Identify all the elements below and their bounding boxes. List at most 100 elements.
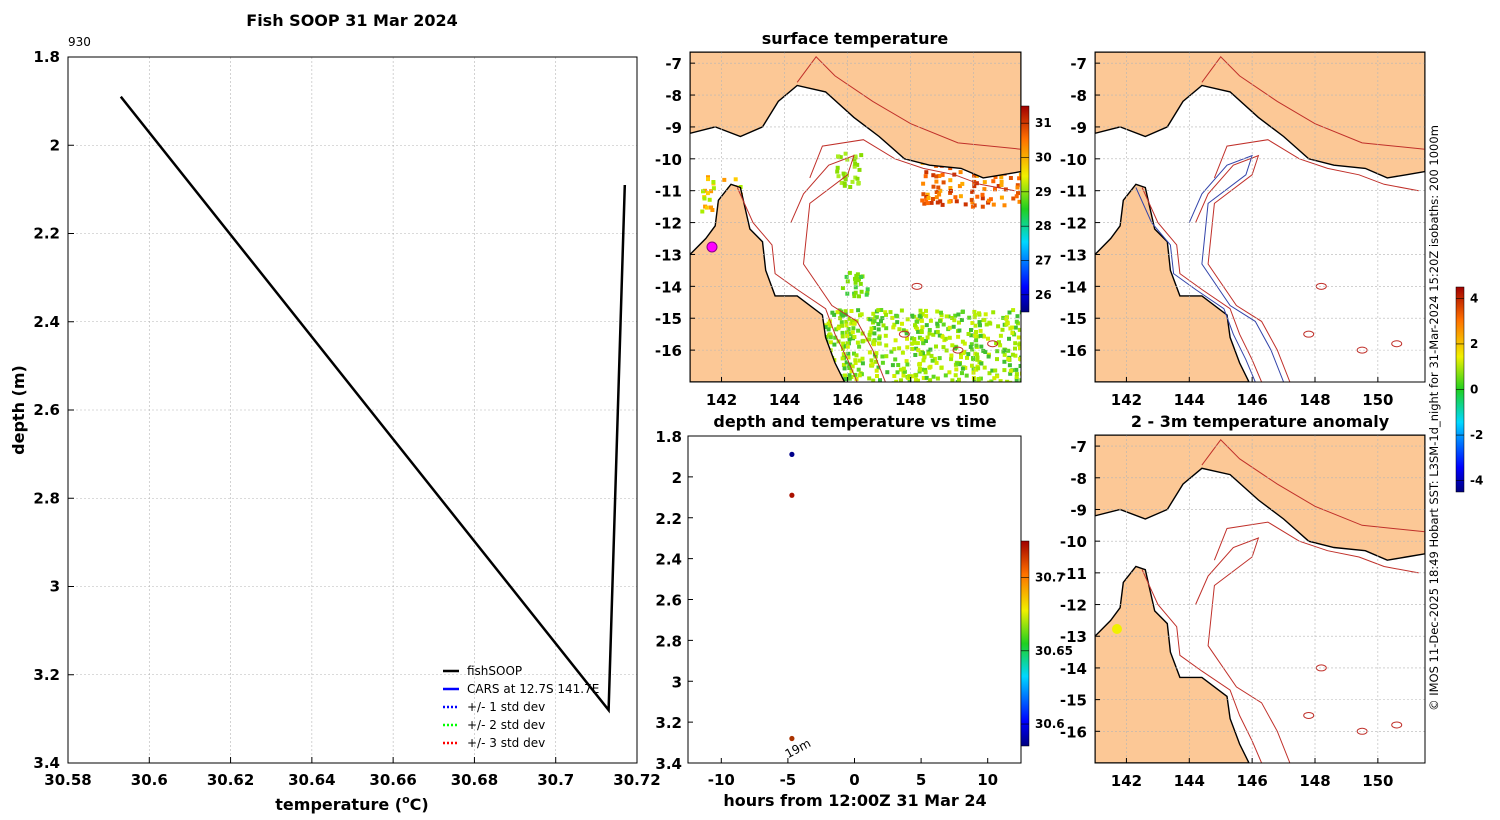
isobath-contour (809, 139, 1015, 192)
sst-pixel (918, 352, 923, 357)
sst-pixel (845, 344, 850, 349)
sst-pixel (932, 356, 937, 361)
isobath-map-body (1095, 52, 1425, 382)
sst-pixel (733, 177, 738, 182)
sst-pixel (972, 313, 977, 317)
sst-pixel (879, 319, 883, 324)
sst-pixel (910, 347, 915, 351)
sst-pixel (871, 311, 876, 316)
sst-pixel (839, 320, 844, 325)
isobath-map-grid (1095, 52, 1425, 382)
anomaly-map-grid (1095, 435, 1425, 763)
sst-colorbar-ticks: 31 30 29 28 27 26 (1021, 116, 1052, 302)
sst-pixel (970, 200, 975, 205)
sst-pixel (937, 174, 942, 178)
time-colorbar-tick-label: 30.7 (1035, 571, 1065, 585)
sst-pixel (925, 192, 930, 197)
sst-pixel (996, 324, 1001, 329)
sst-colorbar-tick-label: 31 (1035, 116, 1052, 130)
sst-pixel (925, 335, 930, 340)
anomaly-colorbar-tick-label: 2 (1470, 337, 1478, 351)
sst-pixel (881, 323, 886, 328)
sst-pixel (910, 374, 915, 379)
time-scatter-points: 19m (783, 451, 813, 761)
map-lon-tick-label: 144 (1174, 772, 1205, 790)
sst-pixel (1018, 172, 1021, 177)
sst-pixel (909, 341, 914, 346)
sst-pixel (856, 308, 861, 313)
sst-pixel (868, 330, 873, 335)
map-lat-tick-label: -11 (1060, 183, 1087, 201)
sst-pixel (990, 368, 995, 373)
sst-pixel (947, 325, 952, 330)
sst-pixel (857, 167, 862, 172)
sst-pixel (949, 353, 954, 358)
isobath-contour (1141, 187, 1263, 382)
sst-pixel (840, 313, 845, 318)
sst-pixel (924, 323, 929, 328)
sst-pixel (841, 341, 846, 346)
profile-grid (67, 56, 638, 764)
sst-pixel (884, 343, 889, 348)
profile-y-ticks: 1.8 2 2.2 2.4 2.6 2.8 3 3.2 3.4 (33, 48, 74, 772)
sst-pixel (969, 328, 973, 332)
sst-pixel (924, 308, 928, 313)
profile-y-tick-label: 3 (50, 578, 60, 596)
sst-pixel (980, 196, 985, 201)
sst-pixel (935, 200, 940, 205)
time-scatter-point (789, 735, 795, 742)
sst-pixel (1006, 357, 1011, 361)
sst-pixel (874, 315, 879, 320)
sst-pixel (1018, 364, 1021, 368)
sst-pixel (857, 344, 862, 349)
sst-pixel (924, 382, 928, 386)
sst-pixel (986, 336, 990, 341)
sst-pixel (900, 350, 905, 355)
sst-pixel (963, 365, 968, 370)
sst-pixel (999, 179, 1004, 184)
sst-pixel (1013, 353, 1018, 358)
time-x-tick-label: 5 (916, 771, 926, 789)
sst-pixel (970, 189, 975, 194)
sst-pixel (986, 354, 991, 359)
sst-pixel (872, 326, 877, 330)
sst-pixel (852, 335, 857, 339)
profile-x-tick-label: 30.58 (44, 771, 91, 789)
reef-contour (1303, 330, 1315, 338)
sst-pixel (934, 344, 938, 349)
anomaly-map: 2 - 3m temperature anomaly 142 144 146 148 1… (1060, 412, 1426, 790)
isobath-contour (790, 154, 886, 382)
sst-pixel (964, 373, 969, 378)
sst-pixel (864, 292, 869, 297)
sst-colorbar-tick-label: 29 (1035, 185, 1052, 199)
time-colorbar (1020, 540, 1030, 747)
sst-pixel (867, 332, 872, 337)
sst-pixel (969, 333, 974, 338)
sst-pixel (1008, 380, 1013, 382)
sst-pixel (999, 195, 1004, 200)
map-lon-tick-label: 146 (832, 391, 863, 409)
sst-pixel (970, 363, 974, 368)
sst-pixel (865, 287, 870, 292)
map-lon-tick-label: 146 (1236, 391, 1267, 409)
sst-pixel (998, 333, 1003, 338)
profile-y-tick-label: 3.4 (33, 754, 60, 772)
sst-pixel (884, 354, 889, 359)
sst-pixel (924, 313, 929, 318)
sst-pixel (1010, 325, 1015, 330)
sst-pixel (972, 315, 977, 320)
sst-pixel (845, 334, 850, 339)
sst-pixel (890, 363, 895, 368)
sst-pixel (842, 366, 847, 371)
sst-pixel (953, 373, 958, 378)
sst-pixel (938, 319, 942, 324)
sst-pixel (959, 318, 964, 322)
float-location-marker (706, 241, 718, 253)
time-scatter-point (789, 492, 795, 498)
map-lon-tick-label: 148 (895, 391, 926, 409)
sst-pixel (853, 361, 858, 365)
sst-pixel (972, 203, 977, 208)
sst-pixel (928, 318, 933, 323)
profile-y-tick-label: 2.8 (33, 489, 60, 507)
sst-pixel (937, 333, 942, 338)
